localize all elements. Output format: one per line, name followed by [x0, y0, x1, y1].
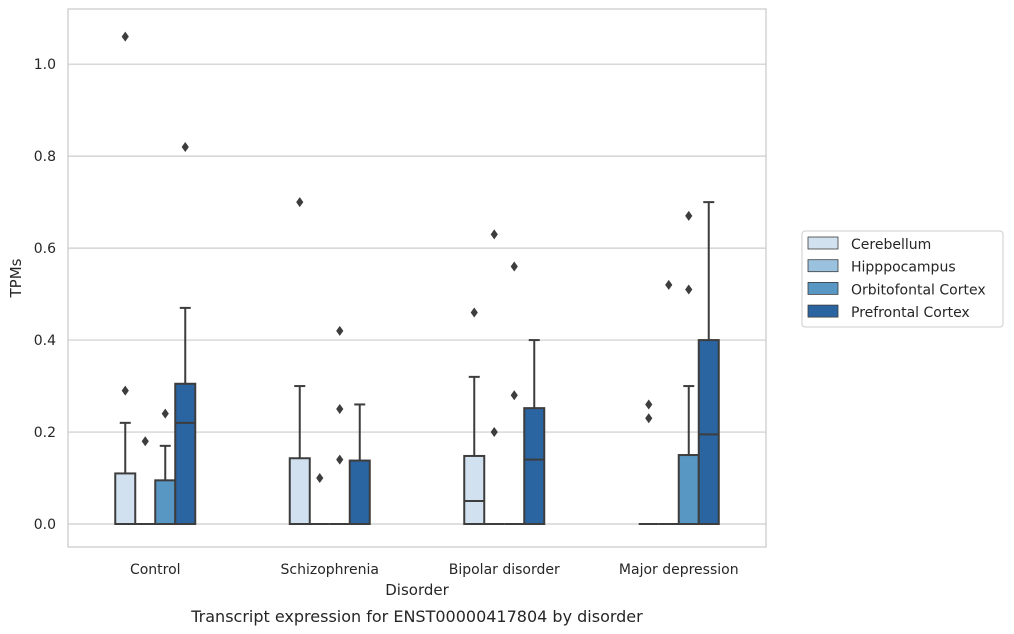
outliers [121, 31, 693, 484]
y-axis-label: TPMs [7, 258, 25, 298]
outlier-point [121, 385, 129, 396]
box-prefrontal-cortex [174, 306, 197, 526]
y-tick-label: 0.4 [34, 333, 56, 349]
outlier-point [685, 284, 693, 295]
y-tick-label: 0.0 [34, 517, 56, 533]
outlier-point [685, 210, 693, 221]
outlier-point [161, 408, 169, 419]
outlier-point [490, 427, 498, 438]
legend-swatch [807, 236, 839, 250]
box-orbitofontal-cortex [677, 385, 700, 526]
outlier-point [470, 307, 478, 318]
boxes [114, 201, 720, 526]
x-tick-label: Major depression [619, 562, 739, 578]
outlier-point [336, 325, 344, 336]
box-body [174, 382, 197, 526]
outlier-point [121, 31, 129, 42]
box-prefrontal-cortex [348, 403, 371, 526]
x-tick-label: Schizophrenia [281, 562, 379, 578]
box-body [697, 339, 720, 526]
outlier-point [141, 436, 149, 447]
x-tick-label: Control [130, 562, 181, 578]
x-axis-ticks: Control Schizophrenia Bipolar disorder Majo… [130, 562, 739, 578]
outlier-point [510, 390, 518, 401]
chart-caption: Transcript expression for ENST0000041780… [190, 607, 643, 626]
outlier-point [510, 261, 518, 272]
y-axis-ticks: 0.0 0.2 0.4 0.6 0.8 1.0 [34, 57, 56, 533]
box-body [348, 459, 371, 526]
box-body [114, 472, 137, 526]
outlier-point [665, 279, 673, 290]
legend-entry-label: Hipppocampus [851, 260, 956, 276]
box-body [523, 407, 546, 526]
plot-frame [67, 8, 767, 548]
outlier-point [336, 454, 344, 465]
legend-entry-label: Orbitofontal Cortex [851, 282, 986, 298]
outlier-point [181, 141, 189, 152]
legend-swatch [807, 304, 839, 318]
y-tick-label: 0.8 [34, 149, 56, 165]
outlier-point [645, 399, 653, 410]
box-cerebellum [288, 385, 311, 526]
box-cerebellum [463, 375, 486, 526]
legend-swatch [807, 281, 839, 295]
box-body [288, 457, 311, 526]
legend-swatch [807, 259, 839, 273]
y-tick-label: 0.6 [34, 241, 56, 257]
box-orbitofontal-cortex [154, 444, 177, 526]
legend-entry-label: Cerebellum [851, 237, 931, 253]
outlier-point [645, 413, 653, 424]
box-prefrontal-cortex [523, 339, 546, 526]
box-body [677, 454, 700, 526]
legend-frame [801, 230, 1004, 328]
box-cerebellum [114, 421, 137, 526]
box-body [463, 454, 486, 526]
y-tick-label: 1.0 [34, 57, 56, 73]
outlier-point [316, 473, 324, 484]
outlier-point [336, 404, 344, 415]
box-prefrontal-cortex [697, 201, 720, 526]
outlier-point [296, 197, 304, 208]
legend: Cerebellum Hipppocampus Orbitofontal Corte… [801, 230, 1004, 328]
x-axis-label: Disorder [385, 581, 449, 599]
outlier-point [490, 229, 498, 240]
legend-entry-label: Prefrontal Cortex [851, 305, 970, 321]
box-body [154, 479, 177, 526]
x-tick-label: Bipolar disorder [449, 562, 560, 578]
y-tick-label: 0.2 [34, 425, 56, 441]
